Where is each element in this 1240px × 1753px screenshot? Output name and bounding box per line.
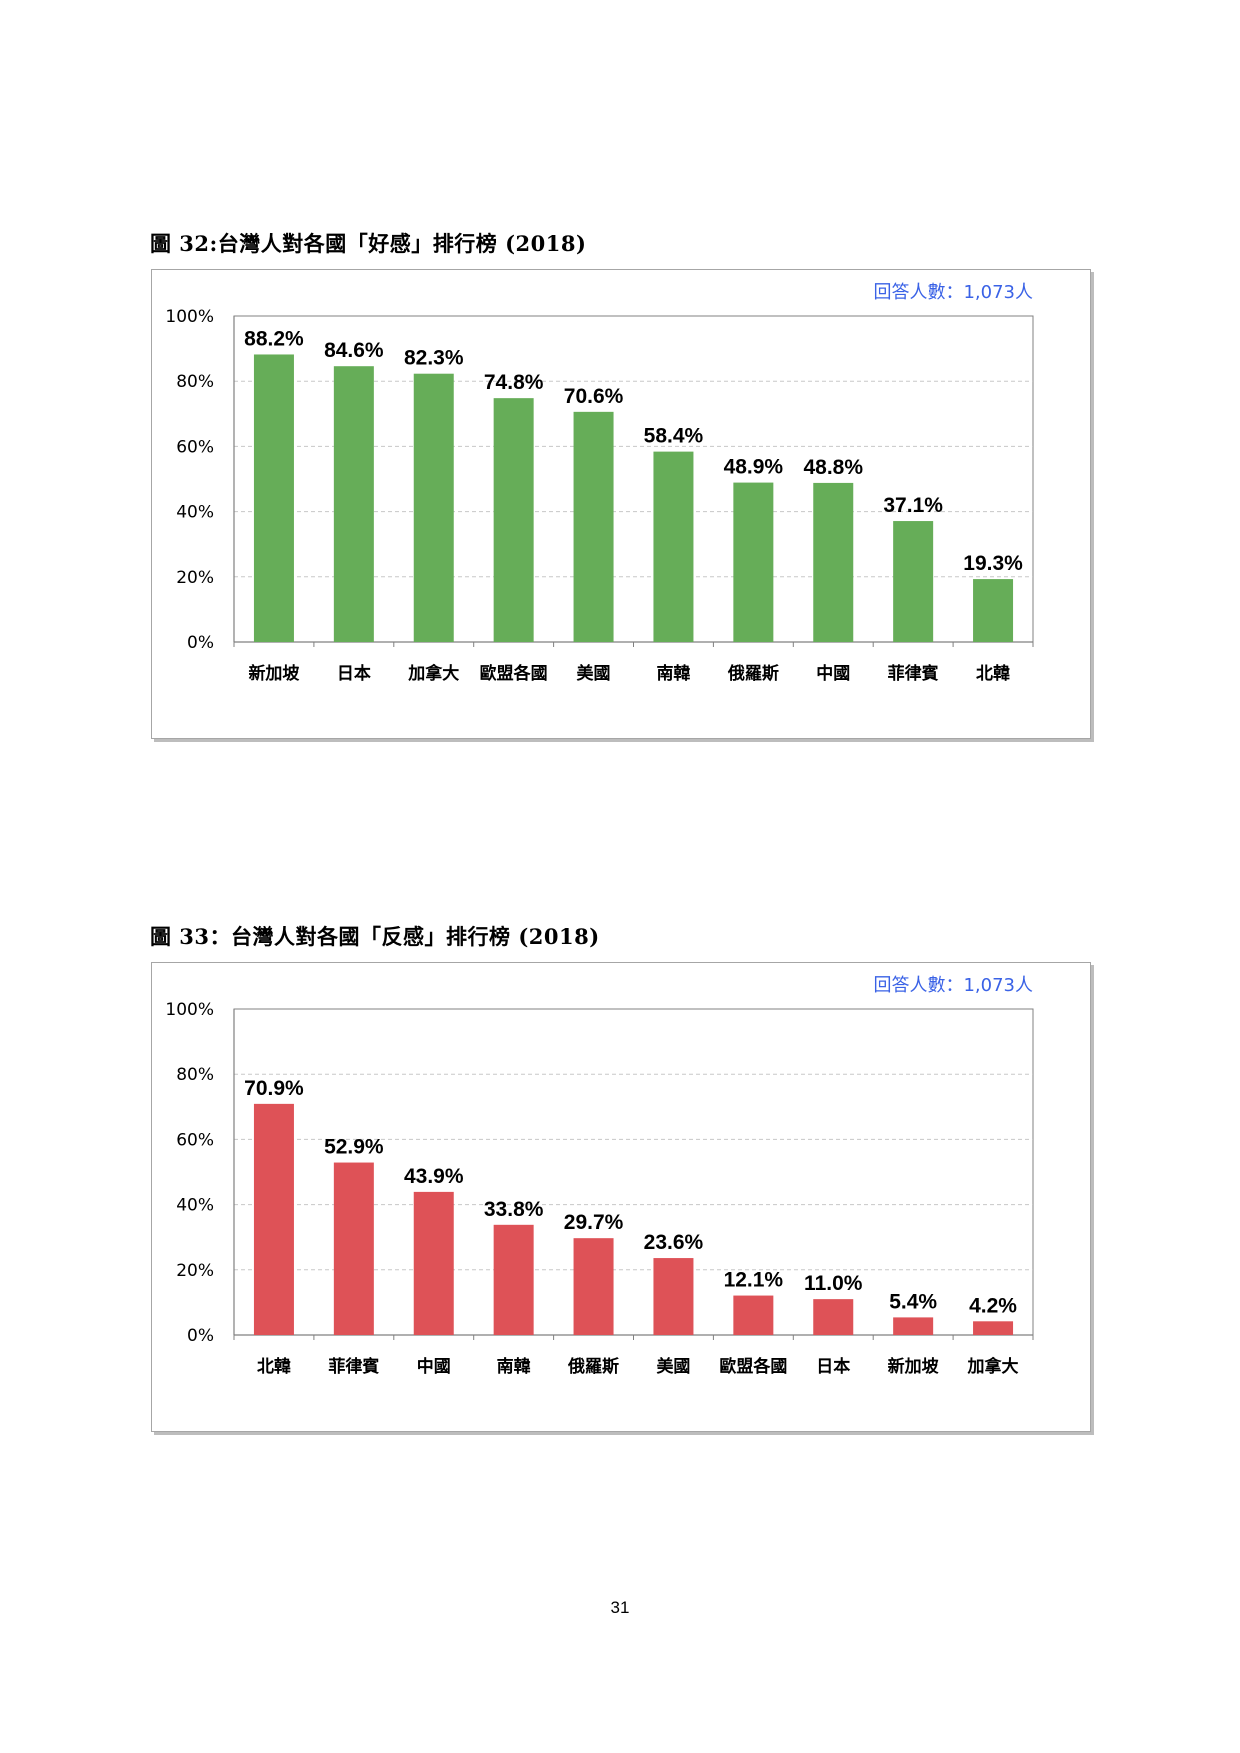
unfavorable-bar-chart: 0% 20% 40% 60% 80% 100% 70.9% 北韓 52.9% 菲律賓 43.9% 中國…: [165, 975, 1034, 1377]
data-label: 88.2%: [244, 327, 304, 350]
data-label: 70.6%: [564, 385, 624, 408]
x-category-label: 中國: [816, 663, 850, 684]
y-tick-label: 20%: [176, 568, 214, 588]
y-tick-label: 80%: [176, 1065, 214, 1085]
bar-7: [733, 482, 774, 642]
x-category-label: 菲律賓: [888, 663, 939, 684]
unfavorable-chart-frame: 0% 20% 40% 60% 80% 100% 70.9% 北韓 52.9% 菲律賓 43.9% 中國…: [151, 962, 1091, 1432]
x-category-label: 南韓: [656, 663, 690, 684]
bar-3: [413, 1191, 454, 1335]
data-label: 58.4%: [644, 425, 704, 448]
data-label: 23.6%: [644, 1231, 704, 1254]
x-category-label: 美國: [656, 1356, 690, 1377]
data-label: 43.9%: [404, 1165, 464, 1188]
bar-6: [653, 451, 694, 642]
data-label: 4.2%: [969, 1294, 1017, 1317]
y-tick-label: 60%: [176, 437, 214, 457]
data-label: 74.8%: [484, 371, 544, 394]
bar-7: [733, 1295, 774, 1335]
data-label: 19.3%: [963, 552, 1023, 575]
figure-33-title: 圖 33：台灣人對各國「反感」排行榜 (2018): [150, 924, 600, 949]
bar-3: [413, 373, 454, 642]
x-category-label: 日本: [816, 1356, 850, 1377]
y-tick-label: 0%: [187, 1326, 214, 1346]
data-label: 48.8%: [803, 456, 863, 479]
bar-1: [253, 354, 294, 642]
bar-5: [573, 1238, 614, 1335]
bar-9: [893, 1317, 934, 1335]
page-number: 31: [610, 1598, 630, 1617]
x-category-label: 中國: [417, 1356, 451, 1377]
figure-32-title: 圖 32:台灣人對各國「好感」排行榜 (2018): [150, 231, 587, 256]
bar-4: [493, 1224, 534, 1335]
favorable-bar-chart: 0% 20% 40% 60% 80% 100% 88.2% 新加坡 84.6% 日本 82.3% 加拿…: [165, 282, 1034, 684]
bar-10: [973, 1321, 1014, 1335]
x-category-label: 北韓: [257, 1356, 291, 1377]
y-tick-label: 60%: [176, 1130, 214, 1150]
x-category-label: 俄羅斯: [567, 1356, 619, 1377]
x-category-label: 俄羅斯: [727, 663, 779, 684]
data-label: 12.1%: [724, 1269, 784, 1292]
x-category-label: 新加坡: [888, 1356, 939, 1377]
data-label: 5.4%: [889, 1290, 937, 1313]
x-category-label: 北韓: [976, 663, 1010, 684]
respondent-count-note: 回答人數：1,073人: [873, 975, 1033, 996]
bar-4: [493, 398, 534, 642]
bar-8: [813, 482, 854, 642]
data-label: 82.3%: [404, 347, 464, 370]
bar-2: [333, 1162, 374, 1335]
y-tick-label: 100%: [165, 307, 214, 327]
x-category-label: 美國: [577, 663, 611, 684]
x-category-label: 日本: [337, 663, 371, 684]
x-category-label: 加拿大: [407, 663, 459, 684]
data-label: 33.8%: [484, 1198, 544, 1221]
x-category-label: 歐盟各國: [719, 1356, 787, 1377]
data-label: 84.6%: [324, 339, 384, 362]
y-tick-label: 40%: [176, 503, 214, 523]
data-label: 52.9%: [324, 1136, 384, 1159]
bar-2: [333, 366, 374, 642]
bar-9: [893, 521, 934, 642]
bar-8: [813, 1299, 854, 1335]
y-tick-label: 0%: [187, 633, 214, 653]
x-category-label: 菲律賓: [328, 1356, 379, 1377]
favorable-chart-frame: 0% 20% 40% 60% 80% 100% 88.2% 新加坡 84.6% 日本 82.3% 加拿…: [151, 269, 1091, 739]
y-tick-label: 100%: [165, 1000, 214, 1020]
x-category-label: 加拿大: [967, 1356, 1019, 1377]
y-tick-label: 20%: [176, 1261, 214, 1281]
data-label: 48.9%: [724, 456, 784, 479]
x-category-label: 新加坡: [248, 663, 299, 684]
bar-1: [253, 1103, 294, 1335]
respondent-count-note: 回答人數：1,073人: [873, 282, 1033, 303]
y-tick-label: 40%: [176, 1196, 214, 1216]
data-label: 29.7%: [564, 1211, 624, 1234]
x-category-label: 歐盟各國: [480, 663, 548, 684]
y-tick-label: 80%: [176, 372, 214, 392]
data-label: 11.0%: [804, 1272, 863, 1295]
bar-6: [653, 1258, 694, 1335]
bar-5: [573, 411, 614, 642]
bar-10: [973, 579, 1014, 642]
data-label: 37.1%: [883, 494, 943, 517]
x-category-label: 南韓: [497, 1356, 531, 1377]
data-label: 70.9%: [244, 1077, 304, 1100]
